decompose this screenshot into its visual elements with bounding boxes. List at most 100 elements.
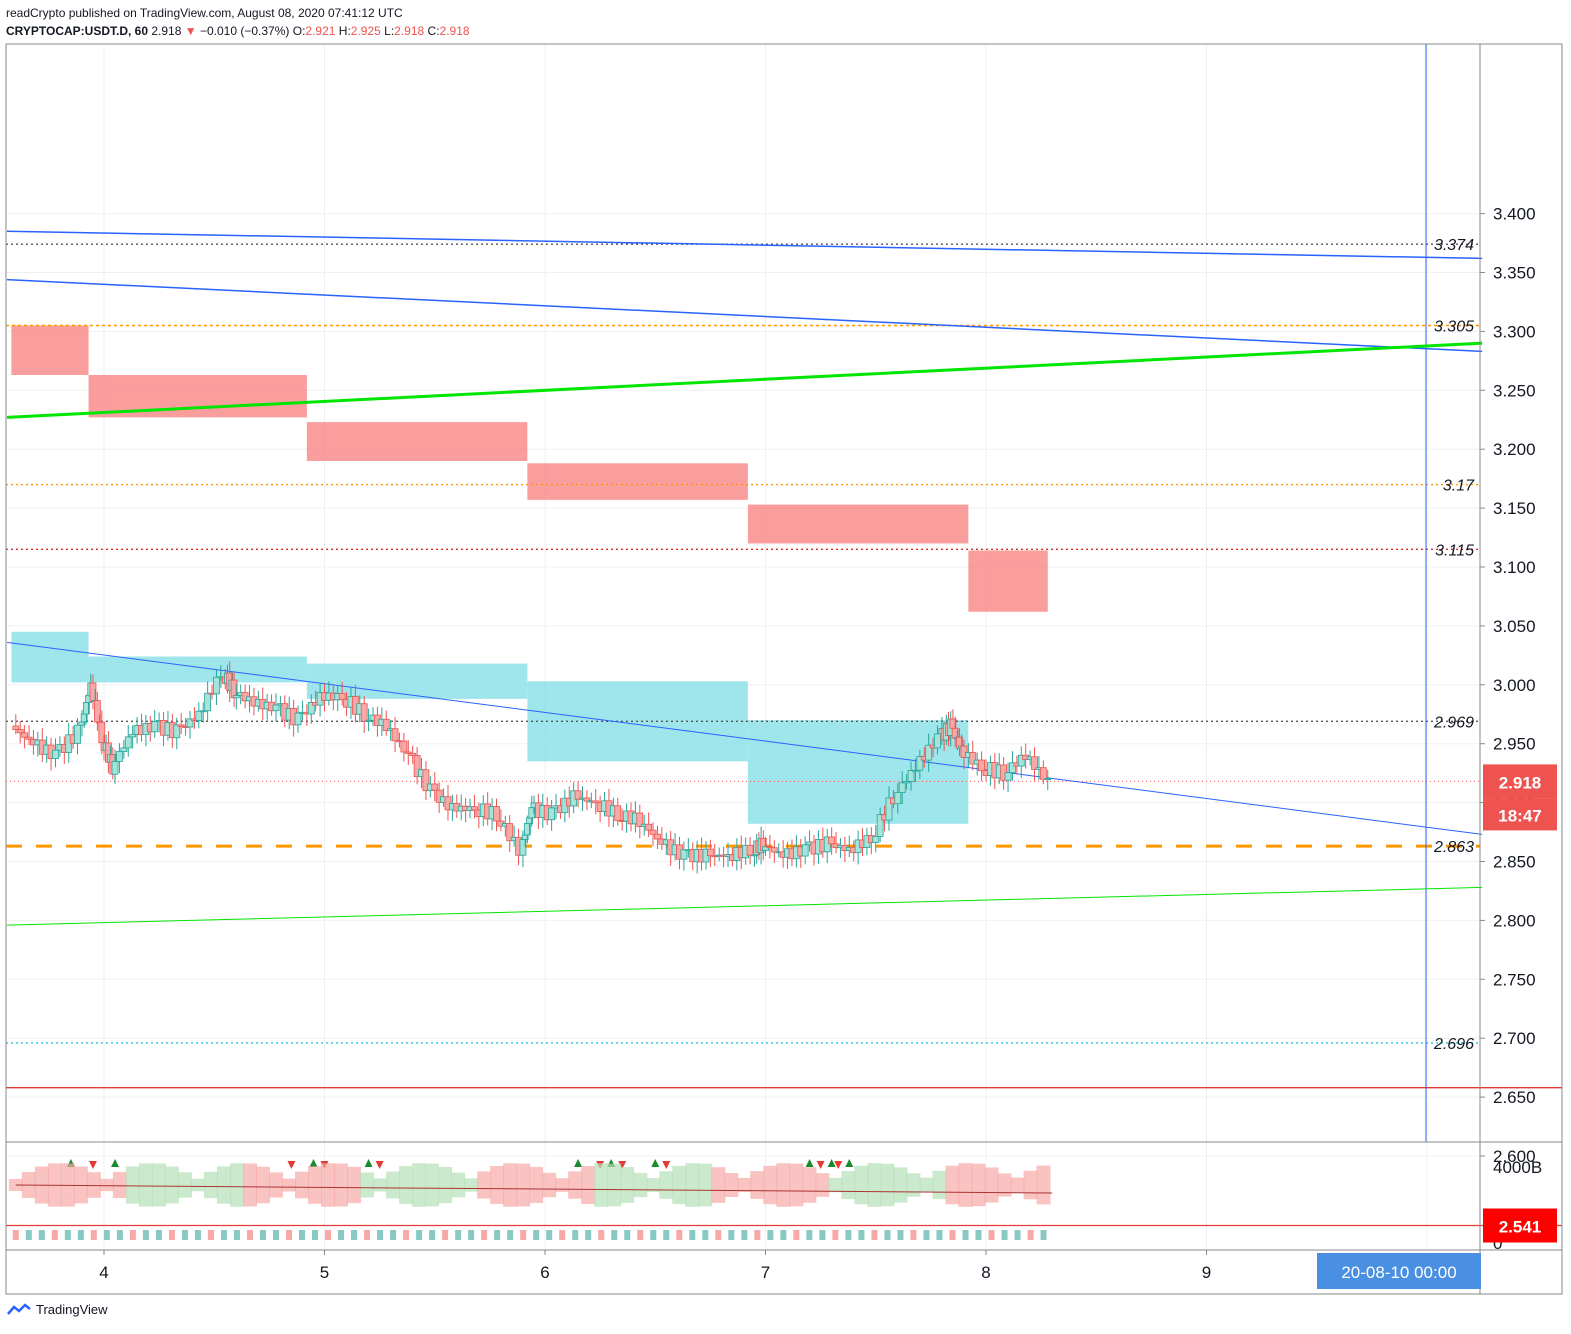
volume-bar <box>116 1230 123 1240</box>
indicator-cloud-segment <box>789 1163 804 1207</box>
volume-bar <box>38 1230 45 1240</box>
red-line-tag <box>1483 1208 1557 1243</box>
signal-markers <box>66 1159 854 1169</box>
last-price: 2.918 <box>151 24 182 38</box>
volume-bar <box>168 1230 175 1240</box>
candle-down <box>614 805 622 821</box>
indicator-cloud-segment <box>737 1177 752 1193</box>
time-axis[interactable]: 4 5 6 7 8 9 20-08-10 00:00 <box>99 1250 1481 1289</box>
indicator-cloud-segment <box>971 1163 986 1207</box>
candle-down <box>828 836 836 845</box>
candle-up <box>272 704 280 712</box>
up-signal-marker <box>111 1159 120 1167</box>
up-signal-marker <box>805 1159 814 1167</box>
volume-bar <box>351 1230 358 1240</box>
volume-bar <box>233 1230 240 1240</box>
volume-bar <box>533 1230 540 1240</box>
indicator-cloud-segment <box>360 1172 375 1198</box>
candle-down <box>592 800 600 804</box>
ichimoku-clouds <box>11 325 1048 824</box>
volume-bar <box>285 1230 292 1240</box>
open-value: 2.921 <box>305 24 336 38</box>
candle-down <box>978 759 985 772</box>
indicator-cloud-segment <box>373 1178 388 1192</box>
volume-bar <box>520 1230 527 1240</box>
indicator-cloud-segment <box>229 1163 244 1207</box>
volume-bar <box>64 1230 71 1240</box>
chart-border <box>5 43 1563 1295</box>
candle-up <box>680 849 688 860</box>
close-value: 2.918 <box>439 24 470 38</box>
volume-bar <box>494 1230 501 1240</box>
indicator-cloud-segment <box>607 1163 622 1207</box>
price-axis[interactable]: 3.400 3.350 3.300 3.250 3.200 3.150 3.100 3.050… <box>1480 205 1542 1253</box>
candle-down <box>422 769 430 792</box>
volume-bar <box>728 1230 735 1240</box>
indicator-cloud-segment <box>268 1172 283 1198</box>
volume-bar <box>650 1230 657 1240</box>
candle-down <box>391 728 399 742</box>
candle-up <box>1009 762 1016 774</box>
price-tick-label: 2.850 <box>1493 853 1536 872</box>
candle-down <box>746 844 754 856</box>
indicator-cloud-segment <box>542 1172 557 1198</box>
candle-down <box>382 718 390 732</box>
candle-up <box>916 756 924 771</box>
indicator-cloud-segment <box>776 1163 791 1207</box>
indicator-baseline <box>15 1184 1053 1194</box>
candle-up <box>173 724 181 739</box>
candle-down <box>338 693 346 700</box>
indicator-cloud-segment <box>125 1166 140 1204</box>
price-tick-label: 2.800 <box>1493 911 1536 930</box>
volume-bar <box>1040 1230 1047 1240</box>
volume-bar <box>481 1230 488 1240</box>
candle-down <box>471 806 478 811</box>
candle-up <box>124 736 132 749</box>
indicator-cloud-segment <box>932 1170 947 1200</box>
indicator-cloud-segment <box>503 1163 518 1207</box>
volume-bar <box>689 1230 696 1240</box>
candle-down <box>435 789 443 803</box>
horizontal-levels: 3.374 3.305 3.17 3.115 2.969 2.863 2.696 <box>6 44 1562 1227</box>
down-signal-marker <box>834 1161 843 1169</box>
volume-bar <box>90 1230 97 1240</box>
volume-tick-label: 4000B <box>1493 1158 1542 1177</box>
candle-up <box>1017 754 1025 767</box>
candle-down <box>574 790 582 800</box>
teal-cloud-segment <box>306 663 528 699</box>
volume-bar <box>455 1230 462 1240</box>
candle-down <box>177 724 185 727</box>
candlesticks <box>12 661 1052 874</box>
tradingview-footer[interactable]: TradingView <box>6 1302 108 1317</box>
volume-bar <box>155 1230 162 1240</box>
volume-bar <box>338 1230 345 1240</box>
trend-line <box>6 278 1483 353</box>
indicator-cloud-segment <box>919 1177 934 1193</box>
volume-bar <box>364 1230 371 1240</box>
volume-bar <box>390 1230 397 1240</box>
volume-bar <box>142 1230 149 1240</box>
indicator-cloud-segment <box>906 1173 921 1197</box>
down-signal-marker <box>287 1161 296 1169</box>
candle-down <box>16 729 24 734</box>
symbol-label[interactable]: CRYPTOCAP:USDT.D, 60 <box>6 24 149 38</box>
indicator-cloud-segment <box>997 1173 1012 1197</box>
indicator-cloud-segment <box>73 1166 88 1204</box>
indicator-cloud-segment <box>633 1172 648 1198</box>
candle-up <box>232 695 240 699</box>
up-signal-marker <box>364 1159 373 1167</box>
indicator-cloud-segment <box>1010 1177 1025 1193</box>
indicator-cloud-segment <box>867 1163 882 1207</box>
current-price-label: 2.918 <box>1499 773 1542 792</box>
indicator-cloud-segment <box>255 1166 270 1204</box>
indicator-cloud-segment <box>659 1171 674 1199</box>
volume-bar <box>624 1230 631 1240</box>
red-cloud-segment <box>527 463 748 500</box>
volume-bar <box>975 1230 982 1240</box>
volume-bar <box>181 1230 188 1240</box>
indicator-cloud-segment <box>815 1173 830 1197</box>
indicator-cloud-segment <box>555 1178 570 1192</box>
candle-down <box>645 823 653 831</box>
current-price-tag <box>1483 764 1557 799</box>
